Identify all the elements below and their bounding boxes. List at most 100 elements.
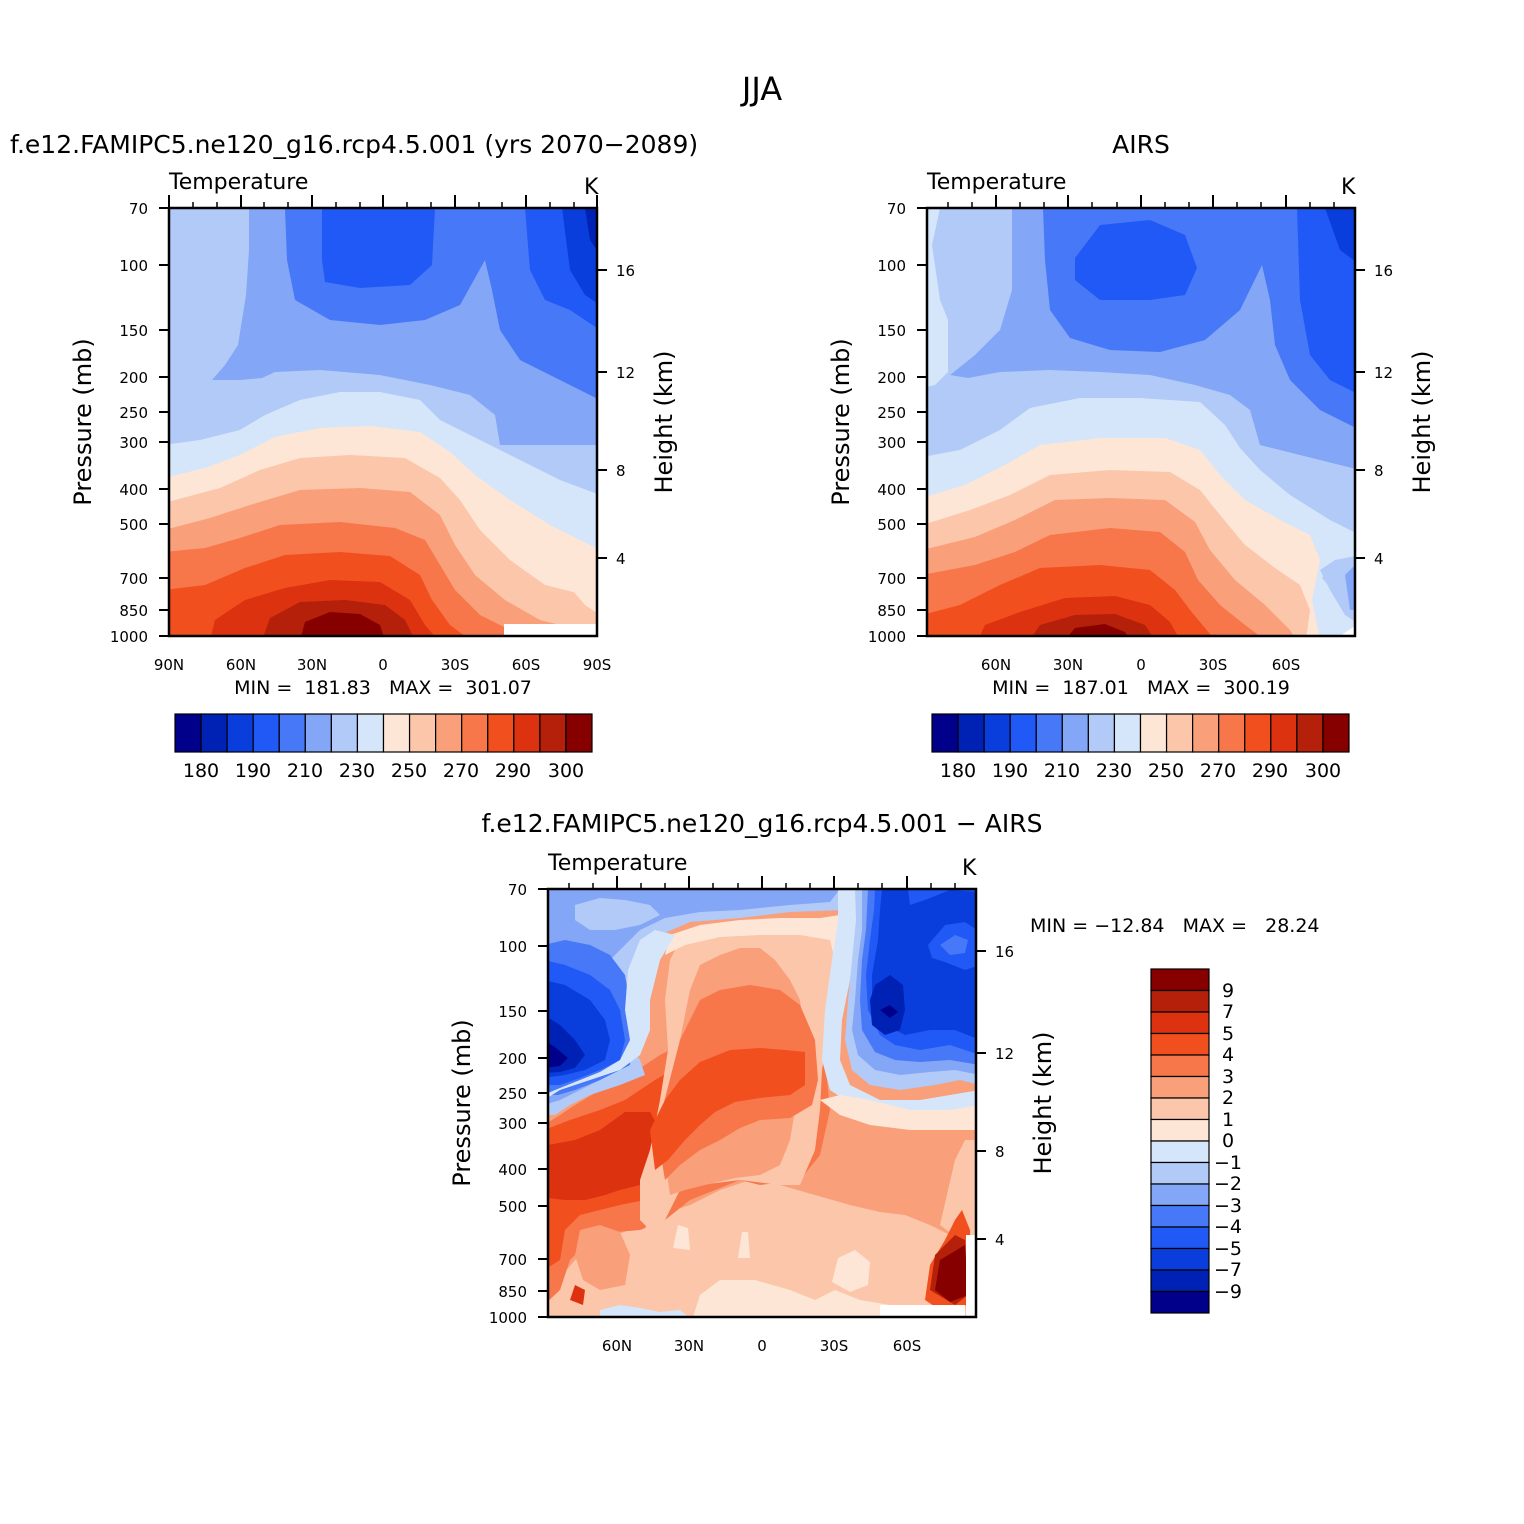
pressure-tick: 400 <box>877 481 906 499</box>
colorbar-swatch <box>1150 1247 1210 1271</box>
y-axis-pressure-model: 70 100 150 200 250 300 400 500 700 850 1… <box>110 200 148 646</box>
lat-tick: 0 <box>757 1337 767 1355</box>
colorbar-swatch <box>1150 1226 1210 1250</box>
colorbar-swatch <box>957 713 985 753</box>
colorbar-swatch <box>565 713 593 753</box>
colorbar-label: 270 <box>443 760 479 782</box>
lat-tick: 90N <box>154 656 184 674</box>
colorbar-label: 7 <box>1222 1001 1234 1023</box>
colorbar-swatch <box>1150 1161 1210 1185</box>
colorbar-label: −3 <box>1214 1195 1242 1217</box>
colorbar-swatch <box>278 713 306 753</box>
colorbar-label: 230 <box>1096 760 1132 782</box>
colorbar-swatch <box>382 713 411 753</box>
stats-model: MIN = 181.83 MAX = 301.07 <box>234 677 532 699</box>
colorbar-swatch <box>513 713 541 753</box>
panel-model-variable: Temperature <box>168 170 308 195</box>
pressure-tick: 100 <box>877 257 906 275</box>
colorbar-label: 3 <box>1222 1066 1234 1088</box>
lat-tick: 0 <box>1136 656 1146 674</box>
colorbar-swatch <box>1218 713 1246 753</box>
colorbar-swatch <box>1270 713 1298 753</box>
colorbar-swatch <box>1113 713 1142 753</box>
x-axis-diff: 60N 30N 0 30S 60S <box>602 1337 921 1355</box>
y-axis-height-obs: 16 12 8 4 <box>1374 262 1393 568</box>
colorbar-label: 290 <box>495 760 531 782</box>
pressure-tick: 150 <box>498 1003 527 1021</box>
pressure-tick: 850 <box>877 602 906 620</box>
pressure-tick: 150 <box>877 322 906 340</box>
pressure-tick: 100 <box>119 257 148 275</box>
colorbar-swatch <box>461 713 489 753</box>
colorbar-label: −4 <box>1214 1216 1242 1238</box>
colorbar-swatches <box>1150 968 1210 1314</box>
y-axis-label-height: Height (km) <box>1408 351 1436 494</box>
y-axis-pressure-obs: 70 100 150 200 250 300 400 500 700 850 1… <box>868 200 906 646</box>
colorbar-label: 5 <box>1222 1023 1234 1045</box>
pressure-tick: 70 <box>508 881 527 899</box>
contour-field-obs <box>927 208 1355 636</box>
stats-obs: MIN = 187.01 MAX = 300.19 <box>992 677 1290 699</box>
colorbar-label: 250 <box>1148 760 1184 782</box>
lat-tick: 30N <box>674 1337 704 1355</box>
colorbar-swatch <box>1150 1032 1210 1056</box>
colorbar-swatch <box>1150 1097 1210 1121</box>
colorbar-swatch <box>1150 1269 1210 1293</box>
pressure-tick: 70 <box>887 200 906 218</box>
colorbar-swatches <box>174 713 593 753</box>
panel-model: f.e12.FAMIPC5.ne120_g16.rcp4.5.001 (yrs … <box>10 130 698 782</box>
colorbar-label: −7 <box>1214 1259 1242 1281</box>
pressure-tick: 250 <box>498 1085 527 1103</box>
panel-model-title: f.e12.FAMIPC5.ne120_g16.rcp4.5.001 (yrs … <box>10 130 698 159</box>
lat-tick: 30S <box>1199 656 1228 674</box>
pressure-tick: 850 <box>119 602 148 620</box>
pressure-tick: 200 <box>877 369 906 387</box>
colorbar-swatch <box>1150 1140 1210 1164</box>
colorbar-swatch <box>356 713 385 753</box>
colorbar-label: 300 <box>548 760 584 782</box>
colorbar-swatch <box>539 713 567 753</box>
lat-tick: 60N <box>981 656 1011 674</box>
colorbar-swatch <box>1192 713 1220 753</box>
lat-tick: 60N <box>226 656 256 674</box>
pressure-tick: 700 <box>877 570 906 588</box>
colorbar-swatches <box>931 713 1350 753</box>
colorbar-label: 300 <box>1305 760 1341 782</box>
pressure-tick: 250 <box>877 404 906 422</box>
colorbar-obs: 180 190 210 230 250 270 290 300 <box>931 713 1350 782</box>
y-axis-label-pressure: Pressure (mb) <box>448 1019 476 1186</box>
x-axis-obs: 60N 30N 0 30S 60S <box>981 656 1300 674</box>
height-tick: 12 <box>1374 364 1393 382</box>
lat-tick: 0 <box>378 656 388 674</box>
colorbar-label: 190 <box>235 760 271 782</box>
panel-diff: f.e12.FAMIPC5.ne120_g16.rcp4.5.001 − AIR… <box>448 809 1320 1355</box>
colorbar-swatch <box>174 713 202 753</box>
contour-field-model <box>169 208 597 636</box>
colorbar-swatch <box>1150 1011 1210 1035</box>
colorbar-swatch <box>1150 968 1210 992</box>
pressure-tick: 300 <box>877 434 906 452</box>
pressure-tick: 850 <box>498 1283 527 1301</box>
y-axis-label-height: Height (km) <box>650 351 678 494</box>
colorbar-label: 4 <box>1222 1044 1234 1066</box>
colorbar-label: −5 <box>1214 1238 1242 1260</box>
panel-obs-variable: Temperature <box>926 170 1066 195</box>
height-tick: 4 <box>616 550 626 568</box>
height-tick: 16 <box>995 943 1014 961</box>
colorbar-label: 290 <box>1252 760 1288 782</box>
height-tick: 8 <box>995 1143 1005 1161</box>
lat-tick: 90S <box>583 656 612 674</box>
y-axis-height-model: 16 12 8 4 <box>616 262 635 568</box>
colorbar-label: 270 <box>1200 760 1236 782</box>
colorbar-swatch <box>1035 713 1063 753</box>
pressure-tick: 500 <box>119 516 148 534</box>
height-tick: 8 <box>616 462 626 480</box>
colorbar-swatch <box>252 713 280 753</box>
colorbar-label: −9 <box>1214 1281 1242 1303</box>
colorbar-swatch <box>1150 1075 1210 1099</box>
pressure-tick: 300 <box>498 1115 527 1133</box>
pressure-tick: 700 <box>498 1251 527 1269</box>
colorbar-label: 180 <box>940 760 976 782</box>
colorbar-swatch <box>435 713 463 753</box>
y-axis-height-diff: 16 12 8 4 <box>995 943 1014 1249</box>
